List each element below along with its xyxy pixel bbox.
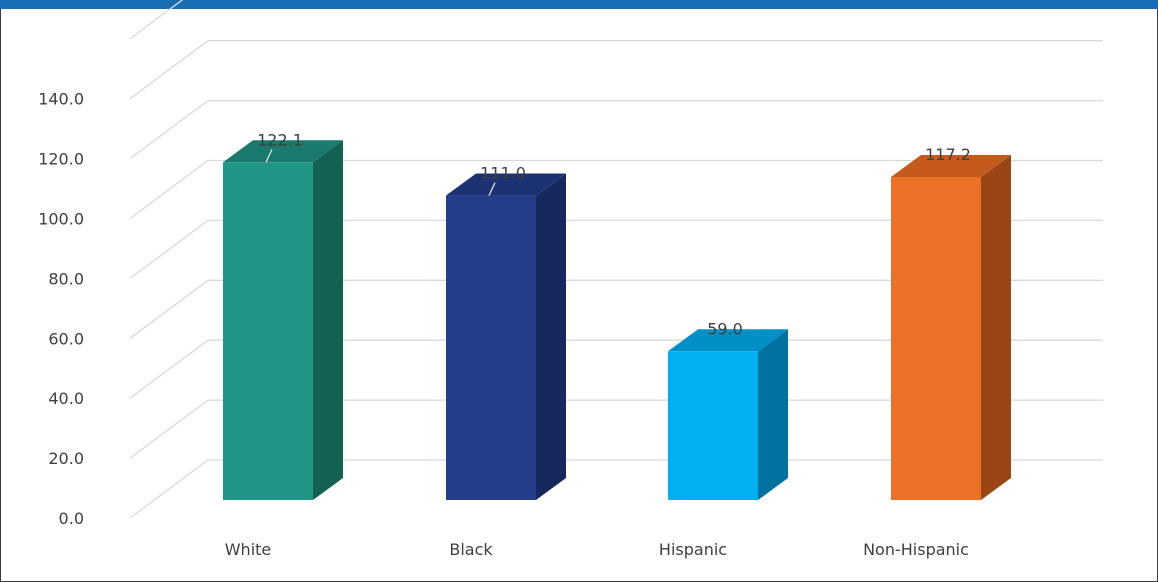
bar-front <box>446 195 536 500</box>
y-tick-label: 100.0 <box>38 210 84 229</box>
bar-side <box>758 329 788 500</box>
x-category-label: Hispanic <box>659 540 727 559</box>
gridline-wall <box>129 100 209 160</box>
gridline-wall <box>129 40 209 100</box>
gridline-wall <box>129 279 209 339</box>
gridline-wall <box>129 459 209 519</box>
bar-side <box>981 154 1011 500</box>
bar-side <box>536 173 566 500</box>
bar-top <box>446 173 566 196</box>
bar-top <box>891 154 1011 177</box>
bar-non-hispanic <box>891 154 1011 500</box>
bar-side <box>313 140 343 501</box>
x-category-label: White <box>225 540 272 559</box>
label-leader <box>265 149 273 163</box>
bar-black <box>446 173 566 500</box>
x-category-label: Black <box>449 540 493 559</box>
bar-top <box>223 140 343 163</box>
chart-top-band <box>0 0 1158 9</box>
gridline-wall <box>129 399 209 459</box>
x-axis-labels: White Black Hispanic Non-Hispanic <box>225 540 969 559</box>
y-tick-label: 40.0 <box>48 389 84 408</box>
y-tick-label: 20.0 <box>48 449 84 468</box>
y-tick-label: 60.0 <box>48 329 84 348</box>
data-label: 111.0 <box>480 164 526 183</box>
gridline-wall <box>129 219 209 279</box>
y-tick-label: 0.0 <box>59 509 84 528</box>
bars <box>223 140 1011 501</box>
data-label: 59.0 <box>707 319 743 338</box>
y-tick-label: 80.0 <box>48 269 84 288</box>
bar-front <box>223 162 313 501</box>
data-labels: 122.1 111.0 59.0 117.2 <box>257 130 971 338</box>
bar-front <box>891 176 981 500</box>
x-category-label: Non-Hispanic <box>863 540 969 559</box>
label-leader <box>488 182 496 196</box>
y-tick-label: 140.0 <box>38 90 84 109</box>
data-label: 117.2 <box>925 145 971 164</box>
data-label: 122.1 <box>257 130 303 149</box>
gridline-wall <box>129 159 209 220</box>
gridline-wall <box>129 339 209 399</box>
y-tick-label: 120.0 <box>38 150 84 169</box>
bar-hispanic <box>668 329 788 500</box>
bar-white <box>223 140 343 501</box>
bar-top <box>668 329 788 352</box>
bar-front <box>668 351 758 500</box>
gridline-wall-top <box>129 0 184 40</box>
y-axis-ticks: 0.0 20.0 40.0 60.0 80.0 100.0 120.0 140.0 <box>38 90 84 528</box>
